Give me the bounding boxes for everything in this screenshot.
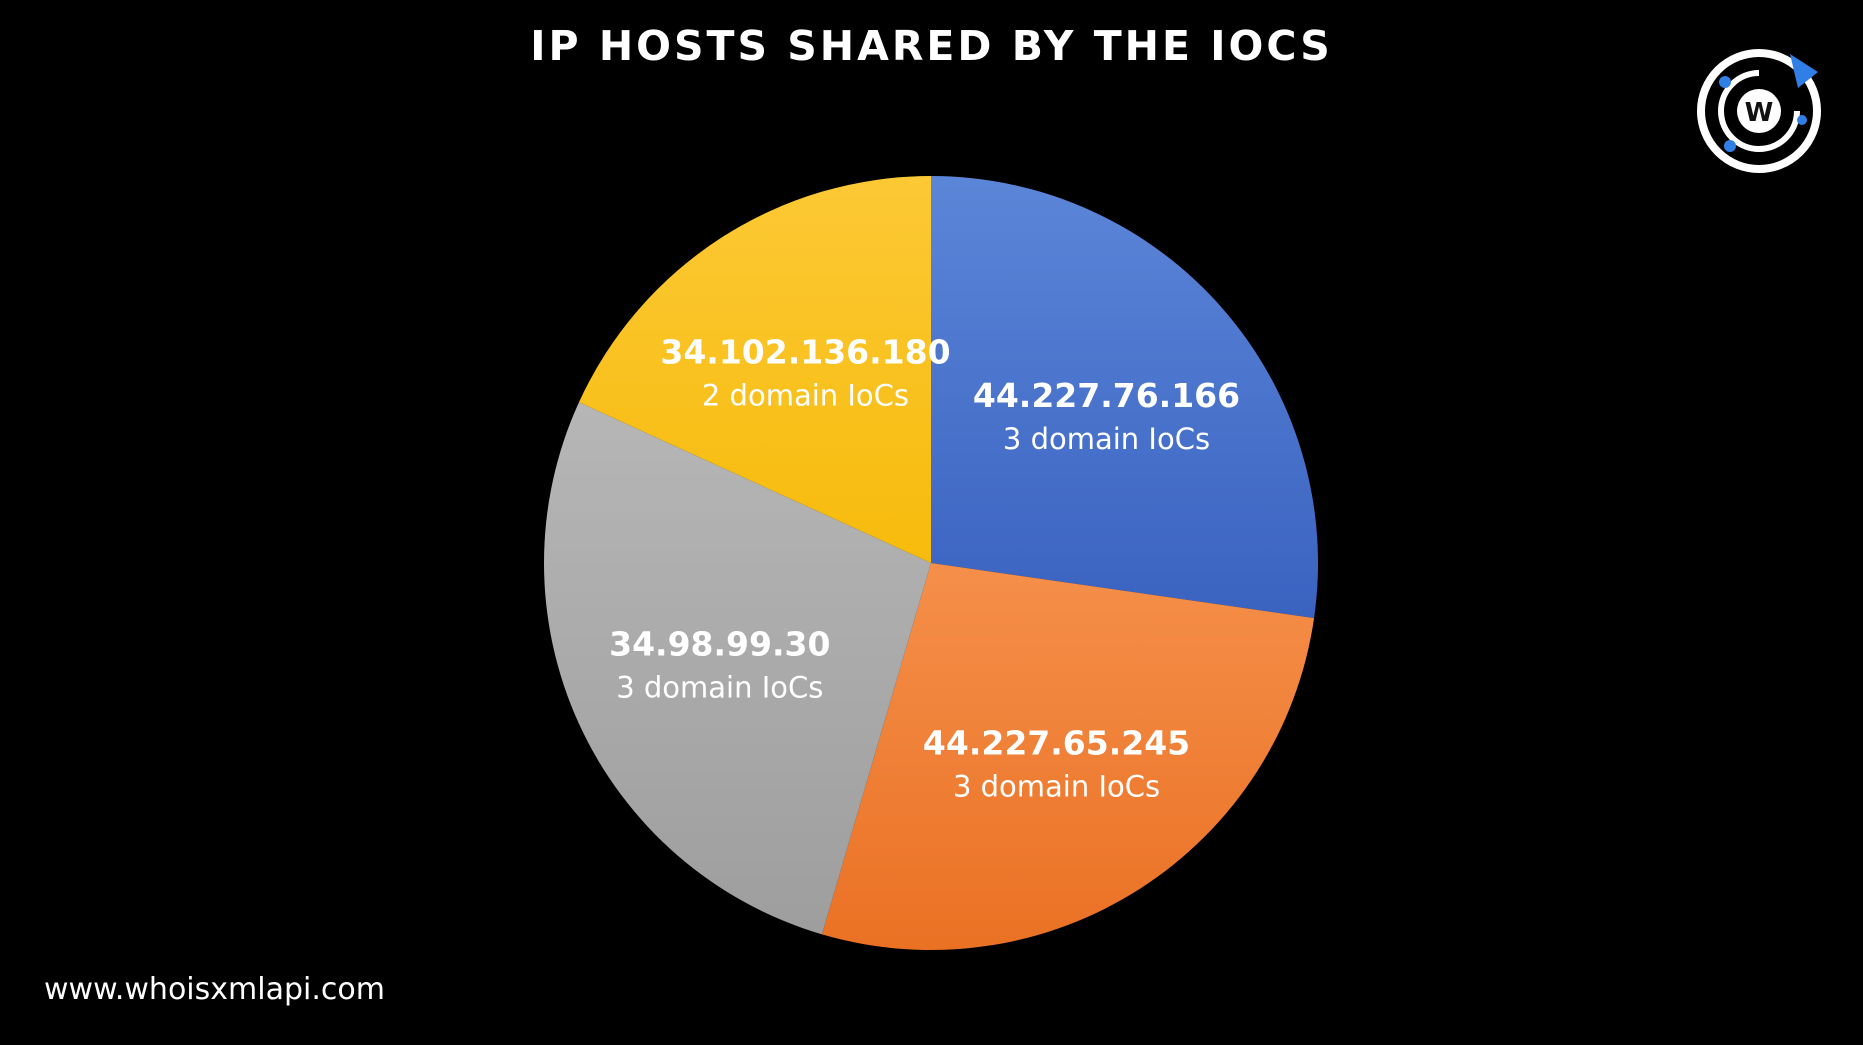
pie-slice [578,175,931,563]
footer-url: www.whoisxmlapi.com [44,972,385,1007]
logo-letter: W [1745,98,1774,128]
pie-slice [821,563,1315,951]
slice-label-ip: 34.98.99.30 [609,624,830,663]
slice-label-count: 2 domain IoCs [702,379,909,413]
whoisxmlapi-logo-icon: W [1697,49,1821,173]
chart-title: IP HOSTS SHARED BY THE IOCS [530,22,1333,70]
slice-label-ip: 44.227.65.245 [923,723,1190,762]
slice-label-count: 3 domain IoCs [616,670,823,704]
pie-slice [931,176,1318,619]
slice-label-ip: 44.227.76.166 [973,376,1240,415]
slice-label-count: 3 domain IoCs [953,769,1160,803]
slice-label-ip: 34.102.136.180 [660,333,950,372]
pie-slice [543,402,931,935]
slice-label-count: 3 domain IoCs [1003,422,1210,456]
